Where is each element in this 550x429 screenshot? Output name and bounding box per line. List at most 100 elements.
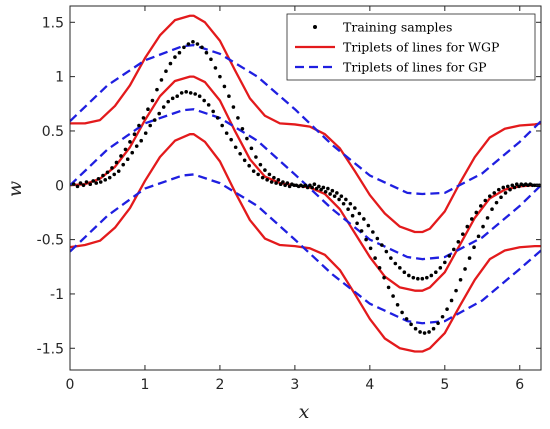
sample-point bbox=[510, 183, 515, 188]
sample-point bbox=[204, 50, 209, 55]
sample-point bbox=[88, 182, 93, 186]
sample-point bbox=[130, 150, 135, 155]
sample-point bbox=[501, 185, 506, 190]
sample-point bbox=[209, 57, 213, 62]
sample-point bbox=[276, 178, 281, 182]
series-lines bbox=[70, 14, 541, 353]
sample-point bbox=[440, 314, 445, 319]
sample-point bbox=[213, 66, 218, 70]
tick-labels: 0 1 2 3 4 5 6 -1.5 -1 -0.5 0 0.5 1 1.5 bbox=[37, 15, 525, 393]
y-tick-label: 0 bbox=[55, 178, 64, 194]
sample-point bbox=[346, 207, 350, 211]
x-tick-label: 6 bbox=[515, 377, 524, 393]
y-tick-label: 1 bbox=[55, 70, 64, 86]
sample-point bbox=[164, 69, 168, 73]
sample-point bbox=[373, 256, 377, 260]
series-line-wgp-upper bbox=[70, 14, 541, 234]
sample-point bbox=[483, 198, 488, 203]
sample-point bbox=[200, 45, 204, 50]
sample-point bbox=[337, 197, 341, 202]
sample-point bbox=[182, 45, 186, 50]
sample-point bbox=[161, 105, 166, 109]
sample-point bbox=[116, 169, 121, 173]
sample-point bbox=[193, 92, 197, 96]
sample-point bbox=[326, 186, 330, 191]
x-tick-label: 1 bbox=[141, 377, 150, 393]
sample-point bbox=[81, 183, 86, 188]
sample-point bbox=[101, 173, 105, 178]
sample-point bbox=[436, 321, 440, 326]
sample-point bbox=[416, 276, 420, 281]
sample-point bbox=[422, 331, 427, 335]
sample-point bbox=[339, 194, 344, 198]
sample-point bbox=[91, 179, 96, 183]
legend-marker-dot bbox=[313, 25, 317, 29]
y-tick-label: 0.5 bbox=[42, 124, 64, 140]
sample-point bbox=[233, 145, 238, 150]
legend-label: Triplets of lines for GP bbox=[343, 60, 487, 75]
x-tick-label: 0 bbox=[66, 377, 75, 393]
sample-point bbox=[496, 187, 501, 192]
sample-point bbox=[281, 180, 285, 184]
sample-point bbox=[348, 201, 353, 206]
sample-point bbox=[478, 204, 483, 208]
sample-point bbox=[272, 175, 276, 180]
sample-point bbox=[218, 74, 222, 79]
sample-point bbox=[375, 236, 380, 241]
sample-point bbox=[141, 116, 146, 120]
sample-point bbox=[452, 247, 456, 252]
sample-point bbox=[409, 322, 413, 327]
sample-point bbox=[240, 126, 245, 131]
sample-point bbox=[195, 42, 200, 46]
sample-point bbox=[512, 185, 517, 190]
sample-point bbox=[220, 123, 224, 128]
sample-point bbox=[350, 213, 355, 218]
sample-point bbox=[335, 191, 339, 195]
sample-point bbox=[227, 94, 231, 98]
sample-point bbox=[148, 123, 153, 128]
sample-point bbox=[231, 105, 236, 109]
sample-point bbox=[413, 326, 418, 331]
sample-point bbox=[517, 184, 521, 189]
sample-point bbox=[168, 61, 173, 66]
sample-point bbox=[499, 195, 503, 200]
sample-point bbox=[114, 160, 119, 165]
sample-point bbox=[110, 166, 114, 170]
sample-point bbox=[119, 154, 123, 158]
sample-point bbox=[215, 116, 220, 120]
sample-point bbox=[139, 138, 144, 143]
x-axis-label: x bbox=[299, 401, 310, 423]
sample-point bbox=[404, 317, 409, 321]
sample-point bbox=[75, 184, 80, 189]
sample-point bbox=[357, 211, 362, 216]
sample-point bbox=[132, 132, 137, 137]
sample-point bbox=[438, 266, 443, 270]
sample-point bbox=[418, 330, 422, 334]
sample-point bbox=[470, 217, 474, 221]
sample-point bbox=[407, 273, 411, 278]
sample-point bbox=[353, 206, 357, 210]
sample-point bbox=[454, 288, 458, 293]
sample-point bbox=[514, 182, 519, 186]
sample-point bbox=[328, 192, 332, 196]
sample-point bbox=[332, 194, 337, 198]
sample-point bbox=[443, 260, 447, 265]
sample-point bbox=[458, 278, 463, 282]
sample-point bbox=[224, 131, 229, 135]
sample-point bbox=[310, 185, 314, 190]
sample-point bbox=[364, 237, 368, 242]
sample-point bbox=[449, 298, 454, 303]
sample-point bbox=[474, 210, 479, 215]
sample-point bbox=[105, 170, 110, 175]
series-line-wgp-mean bbox=[70, 75, 541, 292]
sample-point bbox=[103, 178, 108, 182]
axes bbox=[69, 5, 542, 371]
sample-point bbox=[323, 190, 328, 194]
sample-point bbox=[445, 307, 449, 311]
sample-point bbox=[377, 266, 382, 270]
sample-point bbox=[481, 224, 485, 229]
sample-point bbox=[186, 42, 191, 46]
sample-point bbox=[206, 103, 211, 107]
sample-point bbox=[368, 246, 373, 251]
sample-point bbox=[303, 183, 308, 188]
